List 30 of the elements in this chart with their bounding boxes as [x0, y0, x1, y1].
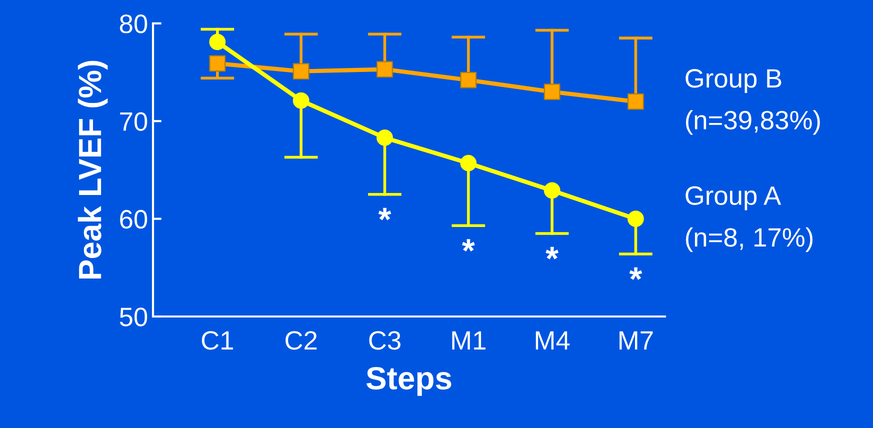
annotation: *	[378, 208, 392, 220]
point	[460, 72, 477, 88]
y-tick-label: 80	[120, 14, 148, 34]
point	[460, 154, 477, 172]
series-label: Group A (n=8, 17%)	[686, 186, 813, 252]
x-tick-label: M1	[452, 331, 486, 350]
point	[209, 34, 226, 50]
x-tick-label: C3	[369, 331, 400, 350]
point	[628, 210, 644, 227]
y-tick-label: 50	[120, 308, 148, 326]
point	[376, 130, 393, 146]
x-tick-label: M4	[536, 331, 570, 350]
x-axis-title: Steps	[366, 366, 452, 396]
point	[292, 92, 310, 109]
y-axis-title: Peak LVEF (%)	[78, 60, 108, 278]
x-tick-label: C1	[202, 331, 233, 350]
annotation: *	[629, 267, 642, 280]
x-tick-label: M7	[620, 331, 653, 350]
point	[209, 55, 226, 72]
series-label: Group B (n=39,83%)	[686, 69, 820, 135]
x-tick-label: C2	[286, 331, 317, 350]
y-tick-label: 70	[120, 112, 148, 131]
point	[376, 61, 393, 78]
y-tick-label: 60	[120, 210, 148, 229]
point	[292, 63, 310, 80]
point	[628, 93, 644, 110]
annotation: *	[546, 246, 559, 260]
point	[544, 182, 560, 199]
annotation: *	[462, 239, 475, 252]
point	[544, 84, 560, 100]
